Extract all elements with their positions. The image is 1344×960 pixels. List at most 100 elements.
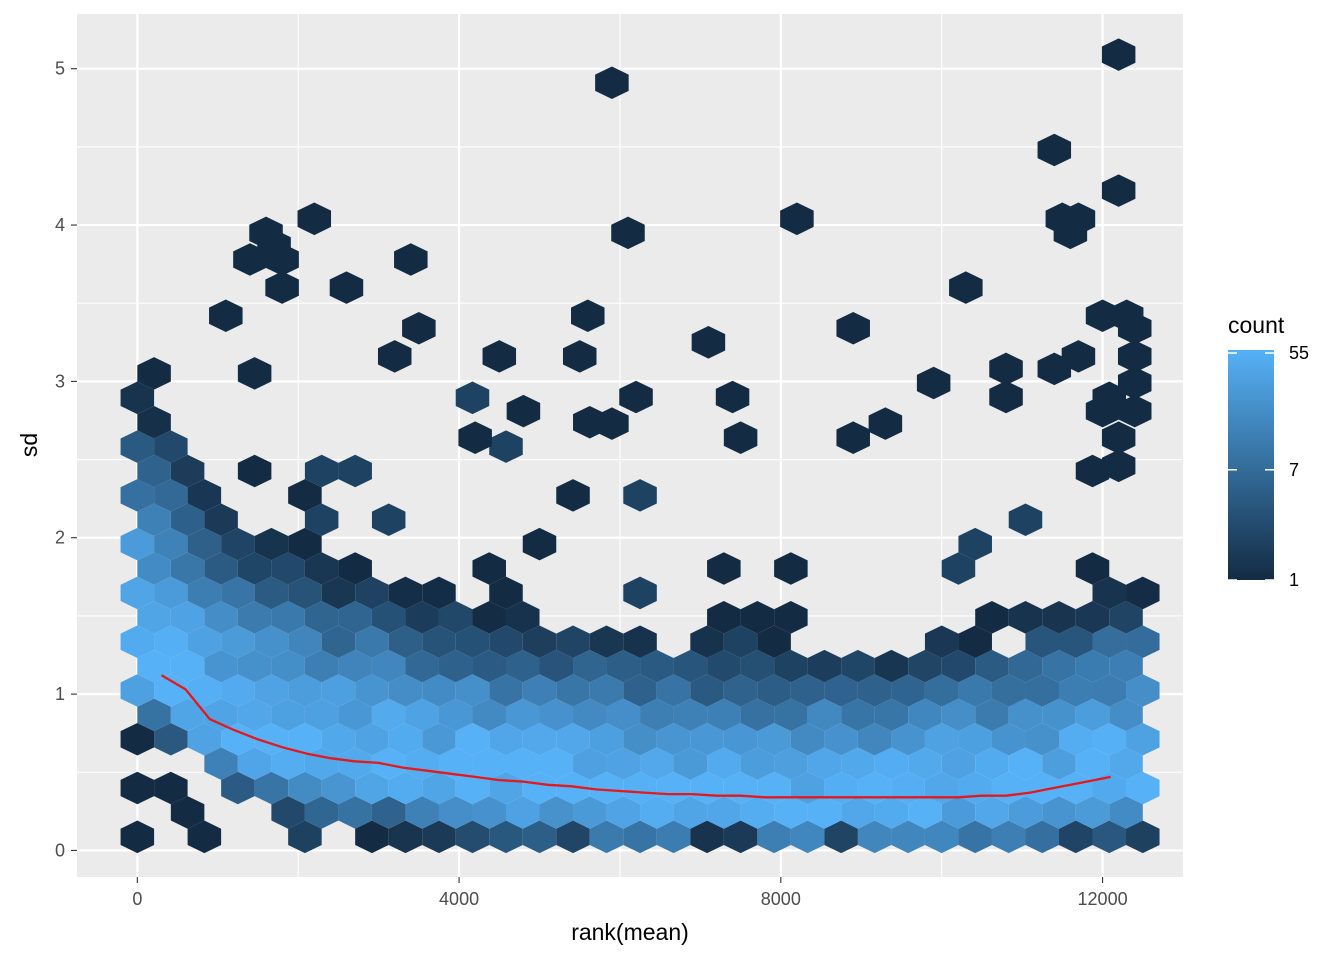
hex-cell: [137, 698, 171, 732]
hex-outlier: [377, 340, 412, 373]
x-tick-label: 8000: [761, 889, 801, 909]
hex-cell: [589, 771, 624, 805]
hex-cell: [120, 479, 155, 512]
x-tick-label: 4000: [439, 889, 479, 909]
hex-cell: [505, 698, 540, 732]
hex-cell: [1042, 601, 1076, 634]
hex-cell: [237, 601, 272, 634]
hex-outlier: [1101, 38, 1136, 71]
hex-cell: [489, 430, 523, 463]
hex-cell: [807, 649, 842, 683]
hex-cell: [539, 747, 574, 780]
hex-cell: [422, 771, 456, 805]
hex-outlier: [562, 340, 597, 373]
hex-cell: [623, 576, 657, 610]
hex-cell: [288, 771, 322, 805]
hex-cell: [204, 747, 238, 780]
y-axis-ticks: 0 1 2 3 4 5: [55, 59, 77, 860]
hex-cell: [522, 674, 557, 707]
hex-cell: [170, 601, 205, 634]
hex-cell: [271, 747, 305, 780]
x-tick-label: 0: [132, 889, 142, 909]
hex-outlier: [949, 271, 983, 304]
hex-cell: [371, 503, 406, 537]
hex-cell: [1025, 723, 1059, 756]
hex-cell: [958, 723, 992, 756]
hex-cell: [355, 674, 389, 707]
hex-cell: [120, 527, 155, 561]
hex-cell: [556, 771, 590, 805]
hex-cell: [221, 771, 255, 805]
hex-cell: [556, 723, 590, 756]
hex-cell: [254, 625, 289, 658]
hex-cell: [908, 747, 942, 780]
hex-cell: [187, 723, 222, 756]
y-tick-label: 1: [55, 684, 65, 704]
hex-cell: [640, 698, 674, 732]
hex-cell: [388, 723, 423, 756]
hex-cell: [556, 674, 590, 707]
x-axis-ticks: 0 4000 8000 12000: [132, 877, 1128, 909]
hex-cell: [187, 625, 222, 658]
hex-cell: [271, 649, 305, 683]
hex-cell: [958, 674, 992, 707]
hex-cell: [522, 820, 557, 854]
hex-cell: [472, 796, 506, 829]
hex-outlier: [1037, 133, 1072, 167]
hex-cell: [422, 674, 456, 707]
hex-outlier: [458, 421, 492, 454]
hex-cell: [1126, 820, 1160, 854]
hex-outlier: [780, 202, 814, 236]
hex-cell: [489, 723, 523, 756]
hex-cell: [355, 625, 389, 658]
hex-outlier: [1085, 394, 1120, 428]
hex-cell: [1075, 698, 1110, 732]
hex-cell: [623, 674, 657, 707]
hex-cell: [187, 527, 222, 561]
hex-cell: [841, 649, 875, 683]
hex-cell: [221, 576, 255, 610]
hex-cell: [472, 601, 506, 634]
hex-cell: [640, 796, 674, 829]
hex-cell: [941, 796, 976, 829]
hex-cell: [271, 601, 305, 634]
hex-outlier: [265, 243, 299, 276]
hex-cell: [1008, 649, 1043, 683]
hex-cell: [740, 796, 775, 829]
hex-cell: [204, 601, 238, 634]
hex-cell: [774, 747, 808, 780]
hex-cell: [707, 649, 741, 683]
hex-cell: [271, 698, 305, 732]
hex-cell: [1075, 601, 1110, 634]
hex-cell: [790, 723, 825, 756]
hex-cell: [288, 576, 322, 610]
hex-cell: [1058, 625, 1093, 658]
hex-outlier: [989, 352, 1023, 386]
hex-cell: [1058, 674, 1093, 707]
hex-cell: [522, 625, 557, 658]
hex-cell: [388, 625, 423, 658]
y-tick-label: 4: [55, 215, 65, 235]
hex-cell: [975, 649, 1009, 683]
hex-outlier: [233, 243, 267, 276]
hex-cell: [589, 723, 624, 756]
hex-cell: [908, 649, 942, 683]
hex-cell: [170, 503, 205, 537]
hex-cell: [673, 649, 708, 683]
hex-cell: [757, 723, 791, 756]
hex-cell: [137, 405, 171, 439]
hex-cell: [422, 576, 456, 610]
hex-cell: [438, 747, 473, 780]
hex-cell: [304, 601, 339, 634]
hex-cell: [1025, 771, 1059, 805]
hex-cell: [539, 649, 574, 683]
hex-outlier: [595, 66, 629, 100]
hex-cell: [170, 649, 205, 683]
hex-cell: [405, 796, 439, 829]
x-tick-label: 12000: [1078, 889, 1128, 909]
hex-cell: [1109, 796, 1143, 829]
hex-outlier: [1117, 340, 1152, 373]
hex-cell: [120, 625, 155, 658]
y-axis-title: sd: [16, 433, 42, 457]
